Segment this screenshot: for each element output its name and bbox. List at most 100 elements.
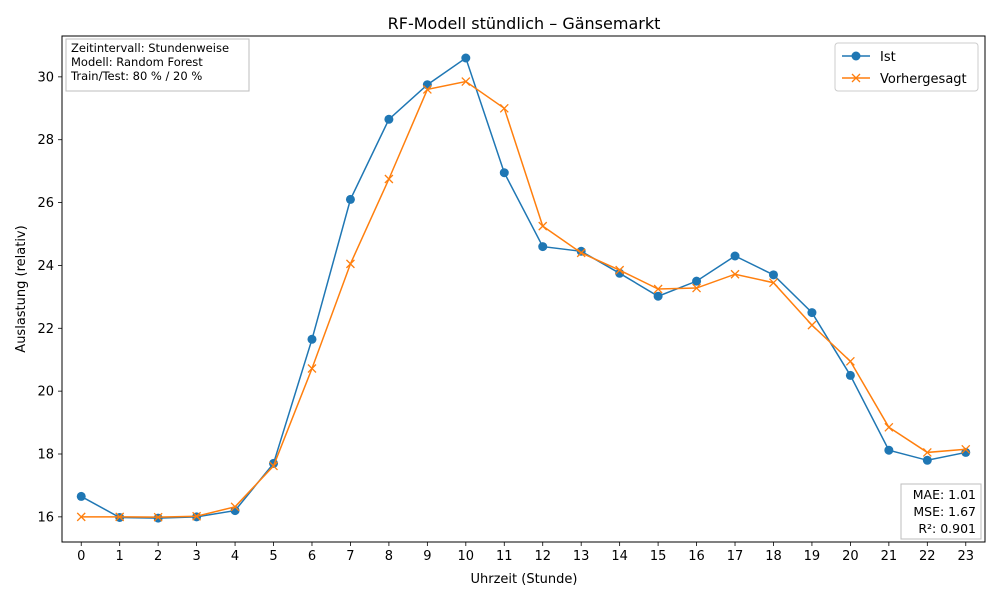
metrics-box: MAE: 1.01 MSE: 1.67 R²: 0.901 bbox=[900, 483, 982, 540]
data-point bbox=[230, 502, 240, 512]
data-point bbox=[922, 455, 932, 465]
x-tick-label: 9 bbox=[423, 549, 431, 564]
x-tick-label: 13 bbox=[573, 549, 590, 564]
data-point bbox=[384, 174, 394, 184]
info-line: Modell: Random Forest bbox=[71, 55, 203, 69]
x-tick-label: 10 bbox=[458, 549, 475, 564]
data-point bbox=[307, 364, 317, 373]
x-tick-label: 5 bbox=[269, 549, 277, 564]
plot-area bbox=[61, 35, 986, 543]
data-point bbox=[807, 308, 817, 318]
data-point bbox=[422, 84, 432, 94]
info-box: Zeitintervall: Stundenweise Modell: Rand… bbox=[65, 38, 250, 92]
x-tick-label: 20 bbox=[842, 549, 859, 564]
data-point bbox=[192, 511, 202, 521]
data-point bbox=[538, 221, 548, 231]
data-point bbox=[76, 512, 86, 522]
data-point bbox=[345, 259, 355, 269]
legend-frame bbox=[834, 42, 979, 92]
data-point bbox=[422, 80, 432, 90]
legend-pred-label: Vorhergesagt bbox=[880, 72, 967, 87]
info-line: Train/Test: 80 % / 20 % bbox=[70, 69, 202, 83]
series-vorhergesagt bbox=[76, 77, 971, 522]
x-axis: 0 1 2 3 4 5 6 7 8 9 10 11 12 13 14 15 16 17 18 19 20 21 22 23 bbox=[77, 542, 974, 564]
y-tick-label: 30 bbox=[37, 70, 54, 85]
y-tick-label: 24 bbox=[37, 259, 54, 274]
x-tick-label: 22 bbox=[919, 549, 936, 564]
x-tick-label: 2 bbox=[154, 549, 162, 564]
metrics-box-frame bbox=[900, 483, 982, 540]
y-axis: 16 18 20 22 24 26 28 30 bbox=[37, 70, 62, 525]
data-point bbox=[461, 77, 471, 87]
y-tick-label: 20 bbox=[37, 385, 54, 400]
metric-line: R²: 0.901 bbox=[918, 521, 976, 536]
data-point bbox=[269, 461, 278, 471]
y-tick-label: 22 bbox=[37, 322, 54, 337]
data-point bbox=[692, 276, 702, 286]
data-point bbox=[845, 370, 855, 380]
x-tick-label: 12 bbox=[534, 549, 551, 564]
series-ist bbox=[76, 53, 971, 523]
data-point bbox=[307, 334, 317, 344]
info-box-frame bbox=[65, 38, 250, 92]
x-tick-label: 14 bbox=[611, 549, 628, 564]
data-point bbox=[653, 291, 663, 301]
info-line: Zeitintervall: Stundenweise bbox=[71, 41, 229, 55]
data-point bbox=[769, 278, 778, 288]
x-tick-label: 7 bbox=[346, 549, 354, 564]
legend-ist-label: Ist bbox=[880, 50, 896, 65]
legend-pred-marker bbox=[851, 73, 861, 83]
x-tick-label: 21 bbox=[881, 549, 898, 564]
x-tick-label: 4 bbox=[231, 549, 239, 564]
metric-line: MSE: 1.67 bbox=[913, 504, 976, 519]
data-point bbox=[461, 53, 471, 63]
series-layer bbox=[76, 53, 971, 523]
x-tick-label: 15 bbox=[650, 549, 667, 564]
y-tick-label: 28 bbox=[37, 133, 54, 148]
x-tick-label: 0 bbox=[77, 549, 85, 564]
data-point bbox=[153, 513, 163, 523]
data-point bbox=[499, 103, 509, 113]
data-point bbox=[345, 194, 355, 204]
data-point bbox=[961, 444, 971, 454]
data-point bbox=[692, 283, 702, 293]
data-point bbox=[884, 445, 894, 455]
x-tick-label: 17 bbox=[727, 549, 744, 564]
y-tick-label: 26 bbox=[37, 196, 54, 211]
data-point bbox=[499, 168, 509, 178]
data-point bbox=[884, 422, 894, 432]
metric-line: MAE: 1.01 bbox=[913, 487, 976, 502]
data-point bbox=[615, 265, 625, 275]
data-point bbox=[922, 447, 932, 457]
data-point bbox=[845, 356, 855, 366]
x-tick-label: 8 bbox=[385, 549, 393, 564]
x-tick-label: 6 bbox=[308, 549, 316, 564]
x-tick-label: 11 bbox=[496, 549, 513, 564]
y-tick-label: 18 bbox=[37, 448, 54, 463]
series-line bbox=[80, 56, 966, 519]
x-tick-label: 19 bbox=[804, 549, 821, 564]
data-point bbox=[115, 512, 125, 522]
x-tick-label: 18 bbox=[765, 549, 782, 564]
x-tick-label: 1 bbox=[116, 549, 124, 564]
x-tick-label: 3 bbox=[192, 549, 200, 564]
x-tick-label: 23 bbox=[957, 549, 974, 564]
data-point bbox=[538, 242, 548, 252]
data-point bbox=[153, 512, 163, 522]
chart-title: RF-Modell stündlich – Gänsemarkt bbox=[388, 14, 661, 33]
data-point bbox=[653, 284, 663, 294]
legend-ist-marker bbox=[851, 51, 861, 61]
y-tick-label: 16 bbox=[37, 510, 54, 525]
data-point bbox=[768, 270, 778, 280]
x-axis-label: Uhrzeit (Stunde) bbox=[471, 572, 578, 587]
data-point bbox=[384, 114, 394, 124]
series-line bbox=[81, 80, 966, 518]
data-point bbox=[807, 320, 817, 330]
data-point bbox=[76, 491, 86, 501]
x-tick-label: 16 bbox=[688, 549, 705, 564]
legend: Ist Vorhergesagt bbox=[834, 42, 979, 92]
data-point bbox=[730, 269, 740, 279]
y-axis-label: Auslastung (relativ) bbox=[14, 225, 29, 352]
data-point bbox=[576, 248, 586, 258]
